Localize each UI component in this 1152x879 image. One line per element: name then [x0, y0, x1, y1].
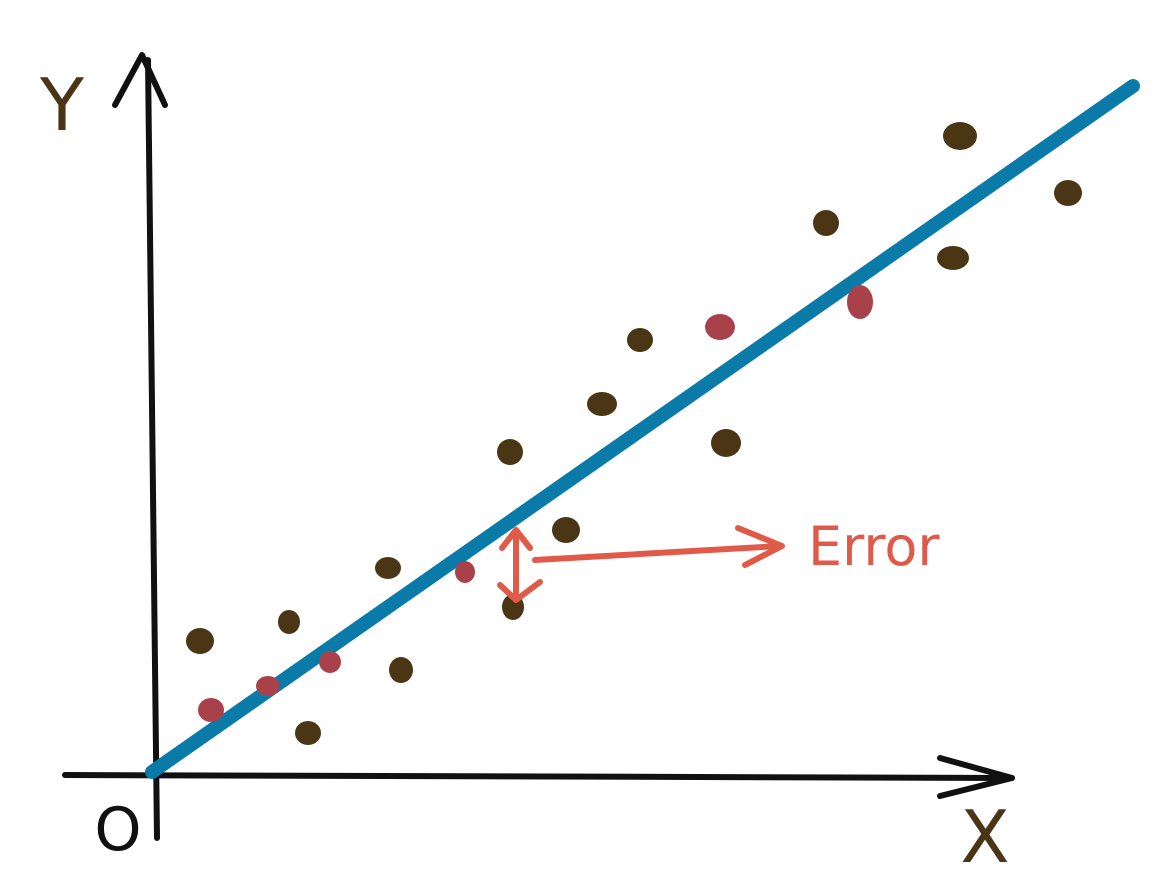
- x-axis: [62, 772, 1015, 781]
- data-points: [186, 122, 1082, 745]
- x-axis-label: X: [960, 795, 1009, 879]
- arrowhead: [497, 579, 543, 603]
- point: [375, 557, 401, 579]
- error-label: Error: [808, 515, 940, 578]
- point: [389, 657, 413, 683]
- point: [711, 429, 741, 457]
- arrowhead: [735, 525, 785, 568]
- axes: [62, 52, 1015, 841]
- error-pointer-arrow: [532, 543, 783, 563]
- predicted-points: [198, 285, 873, 722]
- point: [278, 610, 300, 634]
- x-axis-arrowhead: [937, 755, 1015, 799]
- point: [937, 246, 969, 270]
- y-axis-label: Y: [39, 63, 85, 147]
- point: [198, 698, 224, 722]
- point: [943, 122, 977, 150]
- point: [497, 439, 523, 465]
- point: [813, 210, 839, 236]
- point: [295, 721, 321, 745]
- arrowhead: [499, 527, 533, 551]
- point: [847, 285, 873, 319]
- point: [1054, 180, 1082, 206]
- point: [186, 628, 214, 654]
- point: [552, 517, 580, 543]
- origin-label: O: [94, 795, 141, 865]
- error-arrows: [497, 525, 785, 603]
- point: [319, 651, 341, 673]
- point: [705, 314, 735, 340]
- y-axis: [145, 57, 160, 841]
- point: [627, 328, 653, 352]
- point: [455, 561, 475, 583]
- regression-line: [145, 79, 1140, 779]
- y-axis-arrowhead: [112, 52, 168, 108]
- point: [256, 676, 280, 696]
- point: [587, 392, 617, 416]
